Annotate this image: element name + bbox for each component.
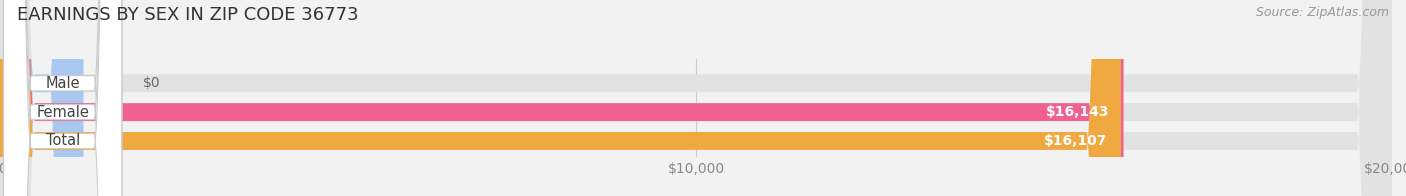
Text: Source: ZipAtlas.com: Source: ZipAtlas.com [1256, 6, 1389, 19]
Text: EARNINGS BY SEX IN ZIP CODE 36773: EARNINGS BY SEX IN ZIP CODE 36773 [17, 6, 359, 24]
Text: Female: Female [37, 105, 89, 120]
FancyBboxPatch shape [0, 0, 1123, 196]
Text: Male: Male [45, 76, 80, 91]
FancyBboxPatch shape [0, 0, 83, 196]
Text: $16,143: $16,143 [1046, 105, 1109, 119]
FancyBboxPatch shape [3, 0, 122, 196]
Text: $0: $0 [142, 76, 160, 90]
Text: Total: Total [45, 133, 80, 148]
FancyBboxPatch shape [3, 0, 122, 196]
Text: $16,107: $16,107 [1043, 134, 1107, 148]
FancyBboxPatch shape [0, 0, 1121, 196]
FancyBboxPatch shape [3, 0, 122, 196]
